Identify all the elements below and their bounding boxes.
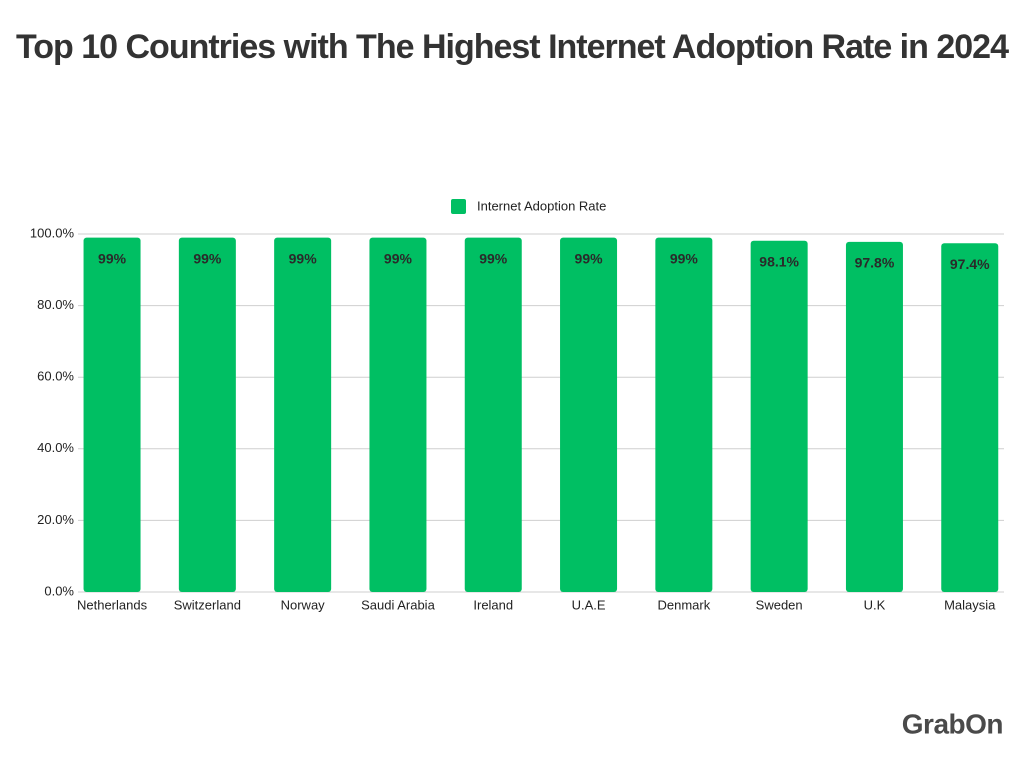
- x-tick-label: Saudi Arabia: [361, 597, 435, 612]
- y-tick-label: 0.0%: [44, 583, 74, 598]
- value-label: 99%: [384, 250, 413, 266]
- logo: GrabOn: [902, 708, 1003, 739]
- bar: [274, 237, 332, 592]
- bar: [83, 237, 141, 592]
- value-label: 99%: [575, 250, 604, 266]
- x-tick-label: Denmark: [657, 597, 710, 612]
- value-label: 97.8%: [855, 255, 895, 271]
- bar: [845, 241, 903, 592]
- chart-title: Top 10 Countries with The Highest Intern…: [16, 28, 1009, 66]
- value-label: 99%: [98, 250, 127, 266]
- x-tick-label: U.K: [864, 597, 886, 612]
- x-tick-label: Switzerland: [174, 597, 241, 612]
- y-tick-label: 20.0%: [37, 512, 74, 527]
- x-tick-label: Netherlands: [77, 597, 148, 612]
- y-tick-label: 60.0%: [37, 369, 74, 384]
- bar: [464, 237, 522, 592]
- y-tick-label: 40.0%: [37, 440, 74, 455]
- value-label: 99%: [193, 250, 222, 266]
- bar: [560, 237, 618, 592]
- bar: [178, 237, 236, 592]
- y-tick-label: 100.0%: [30, 225, 75, 240]
- y-tick-label: 80.0%: [37, 297, 74, 312]
- x-tick-label: Malaysia: [944, 597, 996, 612]
- value-label: 99%: [479, 250, 508, 266]
- x-tick-label: Sweden: [756, 597, 803, 612]
- value-label: 97.4%: [950, 256, 990, 272]
- legend-swatch: [451, 199, 466, 214]
- bar: [655, 237, 713, 592]
- bar: [941, 243, 999, 593]
- x-tick-label: Ireland: [473, 597, 513, 612]
- value-label: 99%: [670, 250, 699, 266]
- x-tick-label: U.A.E: [572, 597, 606, 612]
- bar: [750, 240, 808, 592]
- legend-label: Internet Adoption Rate: [477, 198, 606, 213]
- value-label: 98.1%: [759, 254, 799, 270]
- value-label: 99%: [289, 250, 318, 266]
- x-tick-label: Norway: [281, 597, 326, 612]
- bar: [369, 237, 427, 592]
